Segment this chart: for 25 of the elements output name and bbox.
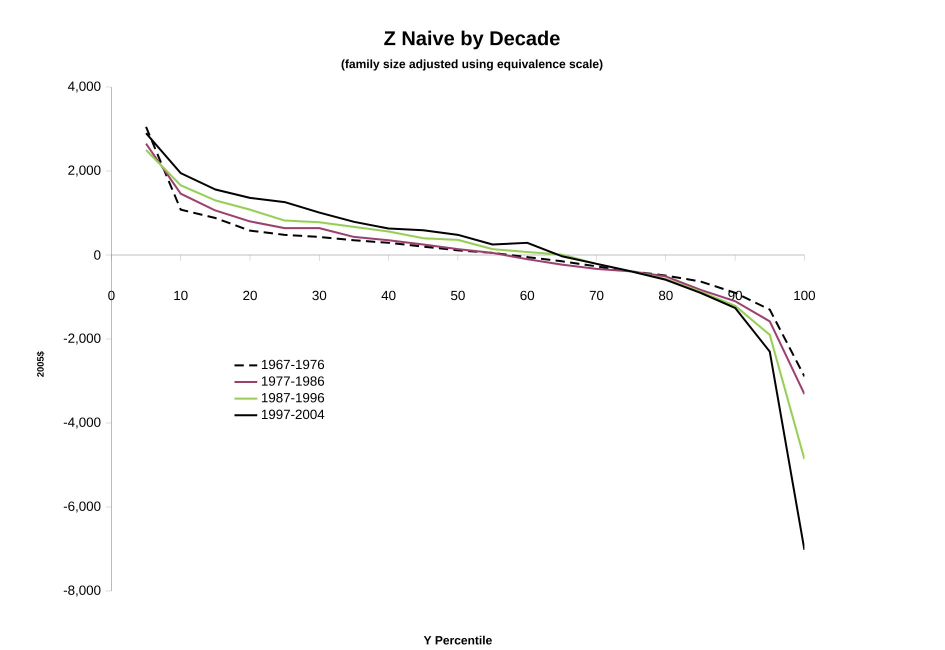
x-tick-label: 70	[590, 290, 604, 300]
y-tick-label: 2,000	[68, 165, 100, 177]
legend-label: 1987-1996	[262, 393, 324, 402]
x-tick-label: 20	[243, 290, 257, 300]
x-tick-label: 10	[174, 290, 188, 300]
x-tick-label: 80	[658, 290, 673, 300]
y-tick-label: 0	[94, 250, 100, 260]
legend-label: 1967-1976	[262, 360, 324, 370]
x-tick-label: 100	[794, 290, 816, 300]
y-tick-label: -4,000	[64, 417, 100, 429]
x-axis-title: Y Percentile	[424, 636, 492, 645]
x-tick-label: 60	[520, 290, 534, 300]
chart-subtitle: (family size adjusted using equivalence scale)	[342, 59, 602, 71]
x-tick-label: 50	[451, 290, 465, 300]
legend-label: 1977-1986	[262, 376, 324, 386]
chart-title: Z Naive by Decade	[384, 30, 560, 50]
y-tick-label: -2,000	[64, 333, 100, 345]
legend-label: 1997-2004	[262, 410, 324, 420]
y-tick-label: -8,000	[64, 585, 100, 597]
y-axis-title: 2005$	[36, 351, 44, 377]
y-tick-label: -6,000	[64, 501, 100, 513]
x-tick-label: 30	[312, 290, 326, 300]
y-tick-label: 4,000	[68, 81, 100, 93]
x-tick-label: 40	[382, 290, 396, 300]
x-tick-label: 0	[108, 290, 115, 300]
